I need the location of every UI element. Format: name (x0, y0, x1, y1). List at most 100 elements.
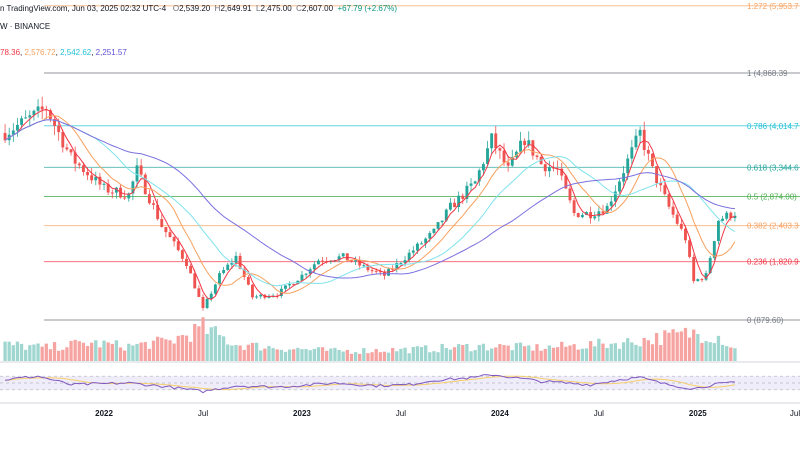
candle-body (721, 218, 725, 221)
volume-bar (535, 344, 539, 361)
volume-bar (654, 333, 659, 361)
volume-bar (155, 336, 160, 361)
candle-body (543, 164, 547, 172)
candle-body (498, 148, 502, 151)
candle-body (729, 212, 733, 219)
candle-body (160, 219, 164, 227)
volume-bar (102, 340, 106, 361)
candle-body (477, 170, 481, 182)
candle-body (626, 158, 630, 174)
candle-body (733, 215, 737, 219)
candle-body (679, 223, 683, 229)
volume-bar (263, 348, 267, 361)
candle-body (675, 214, 679, 224)
candle-body (630, 147, 634, 159)
volume-bar (733, 348, 737, 361)
candle-body (218, 273, 221, 285)
candle-body (424, 238, 428, 244)
volume-bar (349, 353, 354, 361)
fib-label-2: 0.786 (4,014.7 (747, 122, 799, 131)
candle-body (420, 243, 423, 245)
candle-body (102, 183, 106, 185)
candle-body (24, 117, 28, 119)
candle-body (168, 232, 172, 238)
volume-bar (452, 347, 457, 361)
volume-bar (378, 352, 382, 361)
candle-body (312, 264, 316, 270)
volume-bar (259, 350, 263, 361)
volume-bar (593, 346, 597, 361)
volume-bar (36, 343, 40, 361)
candle-body (246, 276, 250, 285)
volume-bar (131, 345, 135, 361)
candle-body (201, 296, 205, 308)
volume-bar (320, 347, 325, 361)
volume-bar (601, 343, 605, 361)
candle-body (605, 205, 609, 214)
volume-bar (605, 348, 609, 361)
volume-bar (168, 340, 172, 361)
volume-bar (502, 345, 506, 361)
candle-body (580, 214, 584, 218)
volume-bar (399, 348, 403, 361)
volume-bar (428, 352, 432, 361)
volume-bar (720, 344, 725, 361)
candle-body (642, 129, 646, 150)
volume-bar (382, 351, 387, 361)
candle-body (139, 165, 143, 175)
candle-body (53, 119, 56, 126)
volume-bar (296, 347, 300, 361)
volume-bar (184, 335, 189, 361)
volume-bar (172, 343, 176, 361)
volume-bar (65, 347, 69, 361)
ma1-value: 78.36 (0, 48, 21, 57)
volume-bar (114, 340, 119, 361)
candle-body (700, 279, 704, 281)
volume-bar (292, 349, 296, 361)
volume-bar (250, 342, 255, 361)
candle-body (613, 191, 617, 202)
candle-body (399, 262, 403, 264)
volume-bar (473, 350, 477, 361)
volume-bar (527, 345, 531, 361)
candle-body (576, 213, 580, 218)
volume-bar (135, 343, 139, 361)
volume-bar (337, 349, 341, 361)
candle-body (213, 284, 217, 294)
candle-body (506, 162, 510, 166)
candle-body (337, 256, 341, 261)
volume-bar (73, 339, 77, 361)
volume-bar (444, 348, 448, 361)
candle-body (395, 262, 399, 270)
candle-body (189, 265, 193, 274)
volume-bar (725, 346, 729, 361)
candle-body (205, 298, 209, 308)
fib-label-0: 1.272 (5,953.7 (747, 2, 799, 11)
x-tick-label: 2022 (95, 409, 113, 418)
volume-bar (448, 349, 453, 361)
volume-bar (44, 343, 48, 361)
volume-bar (333, 347, 337, 361)
volume-bar (85, 345, 90, 361)
x-tick-label: Jul (594, 409, 604, 418)
volume-bar (630, 342, 634, 361)
volume-bar (716, 335, 721, 361)
change-value: +67.79 (+2.67%) (337, 4, 398, 13)
candle-body (61, 132, 65, 148)
volume-bar (436, 352, 440, 361)
candle-body (651, 153, 654, 167)
candle-body (585, 212, 588, 215)
volume-bar (312, 348, 316, 361)
ma-line-50 (4, 115, 736, 294)
candle-body (527, 140, 531, 146)
volume-bar (531, 350, 535, 361)
candle-body (300, 274, 304, 281)
volume-bar (209, 327, 213, 361)
symbol-name: W · BINANCE (0, 22, 51, 31)
candle-body (259, 294, 263, 297)
candle-body (11, 130, 15, 135)
volume-bar (440, 343, 444, 361)
candle-body (560, 168, 564, 176)
candle-body (65, 147, 69, 150)
